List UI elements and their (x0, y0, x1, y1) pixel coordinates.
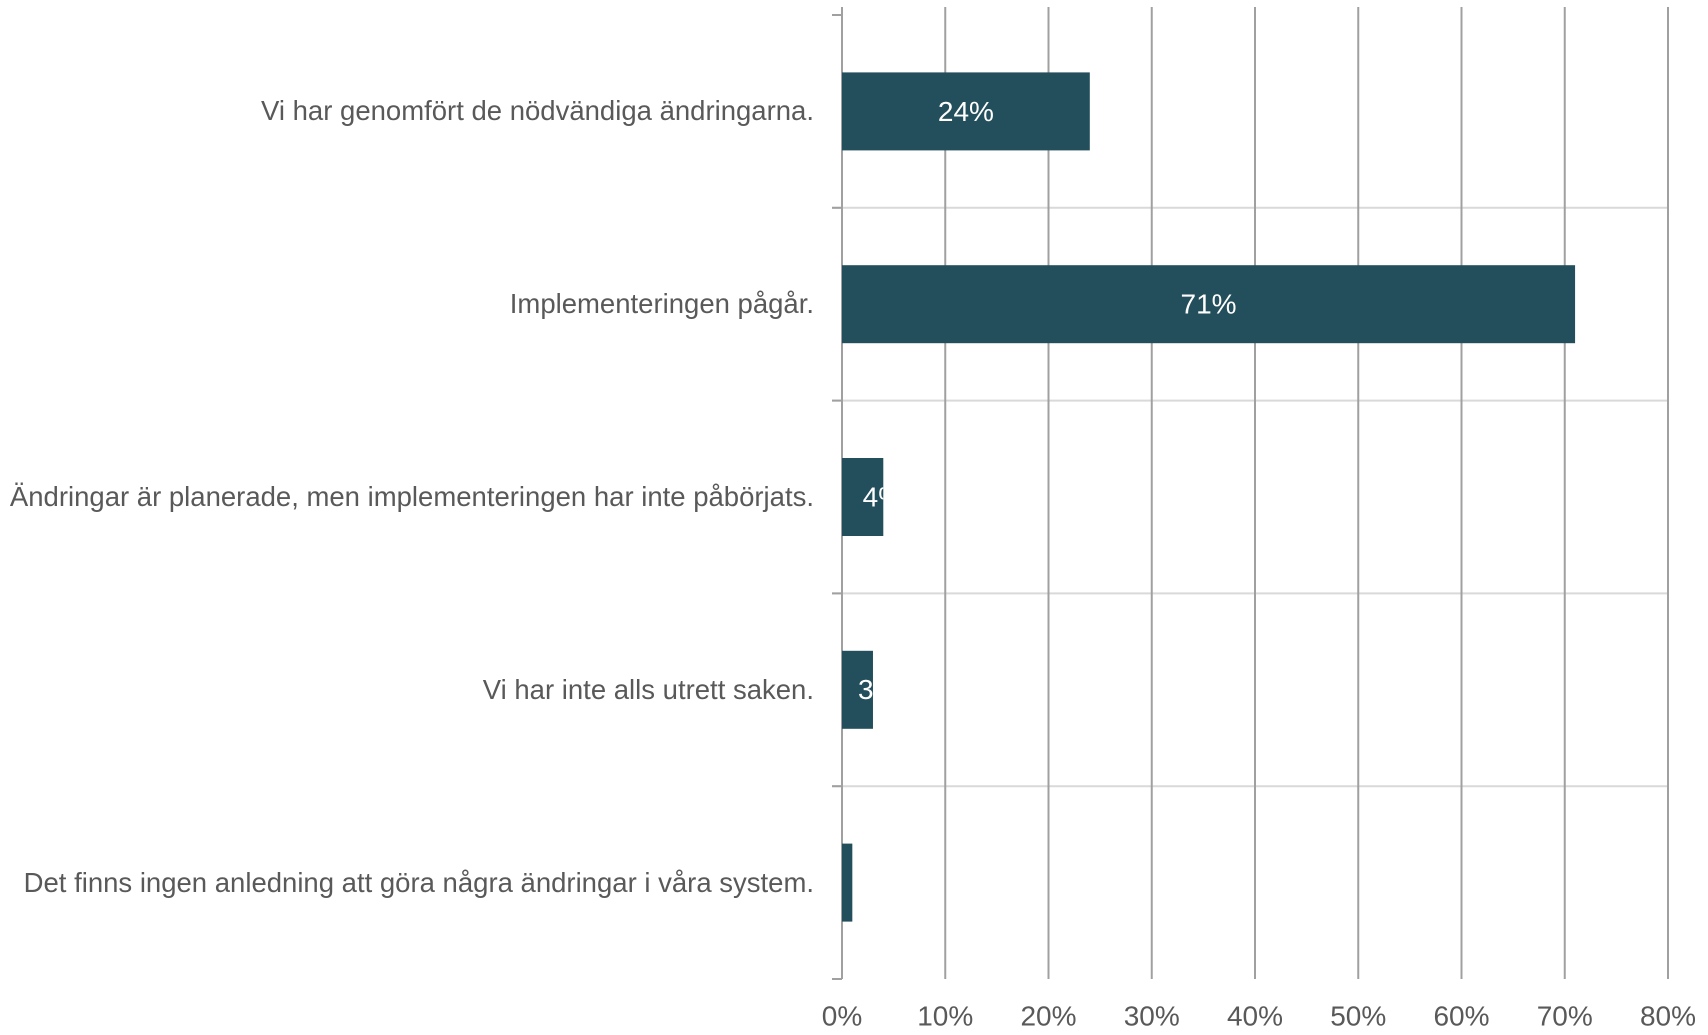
bar (842, 72, 1090, 151)
bar (842, 843, 853, 922)
x-tick-label: 0% (822, 1000, 862, 1031)
x-tick-label: 80% (1640, 1000, 1696, 1031)
bar (842, 265, 1576, 344)
value-label: 4% (863, 481, 903, 512)
value-label: 3% (858, 674, 898, 705)
y-tick-label: Ändringar är planerade, men implementeri… (9, 481, 814, 512)
x-tick-label: 10% (917, 1000, 973, 1031)
y-tick-label: Det finns ingen anledning att göra några… (23, 866, 814, 898)
category-label-box: Implementeringen pågår. (0, 254, 814, 354)
y-tick-label: Vi har genomfört de nödvändiga ändringar… (261, 95, 814, 127)
y-tick-label: Vi har inte alls utrett saken. (482, 673, 814, 705)
x-tick-label: 50% (1330, 1000, 1386, 1031)
category-label-box: Vi har genomfört de nödvändiga ändringar… (0, 61, 814, 161)
bar (842, 650, 873, 729)
x-tick-label: 30% (1124, 1000, 1180, 1031)
category-label-box: Det finns ingen anledning att göra några… (0, 833, 814, 933)
x-tick-label: 60% (1433, 1000, 1489, 1031)
x-tick-label: 20% (1020, 1000, 1076, 1031)
value-label: 71% (1181, 289, 1237, 320)
value-label: 24% (938, 96, 994, 127)
category-label-box: Ändringar är planerade, men implementeri… (0, 447, 814, 547)
category-label-box: Vi har inte alls utrett saken. (0, 640, 814, 740)
x-tick-label: 40% (1227, 1000, 1283, 1031)
y-tick-label: Implementeringen pågår. (509, 288, 814, 320)
x-tick-label: 70% (1537, 1000, 1593, 1031)
bar (842, 458, 884, 536)
